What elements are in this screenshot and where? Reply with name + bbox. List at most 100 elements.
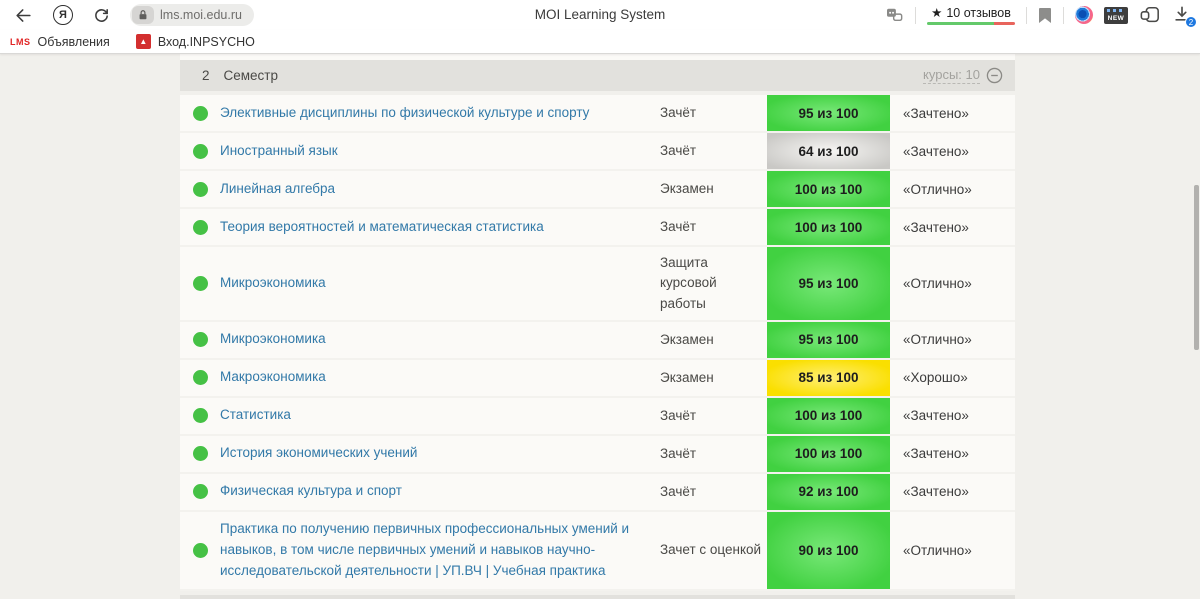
bookmark-label: Вход.INPSYCHO — [157, 34, 255, 49]
status-dot-icon — [192, 542, 208, 558]
address-bar[interactable]: lms.moi.edu.ru — [130, 4, 254, 26]
score-badge: 100 из 100 — [767, 397, 890, 434]
status-dot-icon — [192, 408, 208, 424]
browser-toolbar: Я lms.moi.edu.ru MOI Learning System ★ 1… — [0, 0, 1200, 30]
courses-count-link[interactable]: курсы: 10 — [923, 67, 980, 84]
protect-icon[interactable] — [886, 7, 904, 23]
assessment-type: Зачёт — [660, 142, 697, 158]
status-cell — [180, 219, 220, 235]
course-cell: Линейная алгебра — [220, 172, 660, 207]
assessment-type: Экзамен — [660, 180, 714, 196]
course-link[interactable]: Статистика — [220, 407, 291, 423]
inpsycho-favicon: ▲ — [135, 34, 151, 49]
grade-text: «Зачтено» — [903, 105, 969, 121]
sidebar-panel-icon[interactable] — [1139, 5, 1161, 25]
score-badge: 95 из 100 — [767, 247, 890, 320]
bookmark-icon[interactable] — [1038, 7, 1052, 24]
grade-text: «Отлично» — [903, 332, 972, 348]
status-dot-icon — [192, 105, 208, 121]
status-dot-icon — [192, 181, 208, 197]
course-link[interactable]: Иностранный язык — [220, 142, 338, 158]
course-link[interactable]: Элективные дисциплины по физической куль… — [220, 104, 590, 120]
course-cell: Макроэкономика — [220, 360, 660, 395]
extension-icon[interactable] — [1075, 6, 1093, 24]
grade-text: «Хорошо» — [903, 370, 968, 386]
status-cell — [180, 332, 220, 348]
status-cell — [180, 275, 220, 291]
status-dot-icon — [192, 219, 208, 235]
grade-text: «Зачтено» — [903, 408, 969, 424]
status-cell — [180, 370, 220, 386]
status-cell — [180, 105, 220, 121]
downloads-icon[interactable]: 2 — [1172, 4, 1197, 28]
score-badge: 85 из 100 — [767, 359, 890, 396]
status-dot-icon — [192, 143, 208, 159]
grade-text: «Отлично» — [903, 181, 972, 197]
score-badge: 90 из 100 — [767, 511, 890, 589]
collapse-icon[interactable] — [986, 67, 1003, 84]
course-cell: Элективные дисциплины по физической куль… — [220, 96, 660, 131]
assessment-type: Зачёт — [660, 407, 697, 423]
course-link[interactable]: Линейная алгебра — [220, 180, 336, 196]
toolbar-separator — [915, 6, 916, 24]
course-rows: Элективные дисциплины по физической куль… — [180, 95, 1015, 591]
yandex-logo-icon[interactable]: Я — [53, 5, 73, 25]
grade-text: «Зачтено» — [903, 143, 969, 159]
table-row: Макроэкономика Экзамен 85 из 100 «Хорошо… — [180, 359, 1015, 398]
course-link[interactable]: Микроэкономика — [220, 274, 326, 290]
course-link[interactable]: История экономических учений — [220, 445, 418, 461]
star-icon: ★ — [931, 6, 943, 20]
vertical-scrollbar-thumb[interactable] — [1194, 185, 1199, 350]
status-dot-icon — [192, 370, 208, 386]
assessment-type: Зачёт — [660, 445, 697, 461]
table-row: Физическая культура и спорт Зачёт 92 из … — [180, 473, 1015, 512]
new-feature-icon[interactable]: NEW — [1104, 6, 1128, 24]
course-cell: Иностранный язык — [220, 134, 660, 169]
assessment-type: Зачёт — [660, 218, 697, 234]
status-dot-icon — [192, 484, 208, 500]
back-icon[interactable] — [14, 6, 33, 25]
course-link[interactable]: Макроэкономика — [220, 369, 326, 385]
status-cell — [180, 408, 220, 424]
refresh-icon[interactable] — [93, 7, 110, 24]
grade-text: «Зачтено» — [903, 484, 969, 500]
table-row: Микроэкономика Экзамен 95 из 100 «Отличн… — [180, 321, 1015, 360]
course-cell: Практика по получению первичных професси… — [220, 512, 660, 589]
score-badge: 95 из 100 — [767, 321, 890, 358]
assessment-type: Зачёт — [660, 104, 697, 120]
course-cell: Микроэкономика — [220, 266, 660, 301]
grade-text: «Отлично» — [903, 275, 972, 291]
bookmark-item-inpsycho[interactable]: ▲ Вход.INPSYCHO — [135, 34, 255, 49]
cut-off-row — [180, 54, 1015, 60]
status-cell — [180, 484, 220, 500]
course-link[interactable]: Теория вероятностей и математическая ста… — [220, 218, 544, 234]
marquee-dashes — [1107, 8, 1125, 12]
course-link[interactable]: Практика по получению первичных професси… — [220, 520, 630, 578]
url-text[interactable]: lms.moi.edu.ru — [160, 8, 242, 22]
rating-label: 10 отзывов — [946, 5, 1011, 20]
status-cell — [180, 143, 220, 159]
semester-number: 2 — [202, 68, 210, 83]
course-cell: Теория вероятностей и математическая ста… — [220, 210, 660, 245]
assessment-type: Экзамен — [660, 331, 714, 347]
course-cell: Физическая культура и спорт — [220, 474, 660, 509]
semester-label: Семестр — [223, 68, 279, 83]
status-dot-icon — [192, 275, 208, 291]
lms-page: 2 Семестр курсы: 10 Элективные дисциплин… — [0, 54, 1200, 599]
course-link[interactable]: Физическая культура и спорт — [220, 483, 402, 499]
assessment-type: Экзамен — [660, 369, 714, 385]
toolbar-separator — [1026, 6, 1027, 24]
bookmark-item-announcements[interactable]: LMS Объявления — [10, 35, 110, 49]
lms-favicon: LMS — [10, 36, 31, 47]
grade-text: «Зачтено» — [903, 219, 969, 235]
status-dot-icon — [192, 332, 208, 348]
score-badge: 92 из 100 — [767, 473, 890, 510]
lock-icon[interactable] — [132, 6, 154, 24]
status-cell — [180, 181, 220, 197]
status-cell — [180, 446, 220, 462]
site-rating[interactable]: ★ 10 отзывов — [927, 5, 1015, 25]
grade-text: «Отлично» — [903, 542, 972, 558]
table-row: История экономических учений Зачёт 100 и… — [180, 435, 1015, 474]
table-row: Микроэкономика Защита курсовой работы 95… — [180, 247, 1015, 322]
course-link[interactable]: Микроэкономика — [220, 331, 326, 347]
